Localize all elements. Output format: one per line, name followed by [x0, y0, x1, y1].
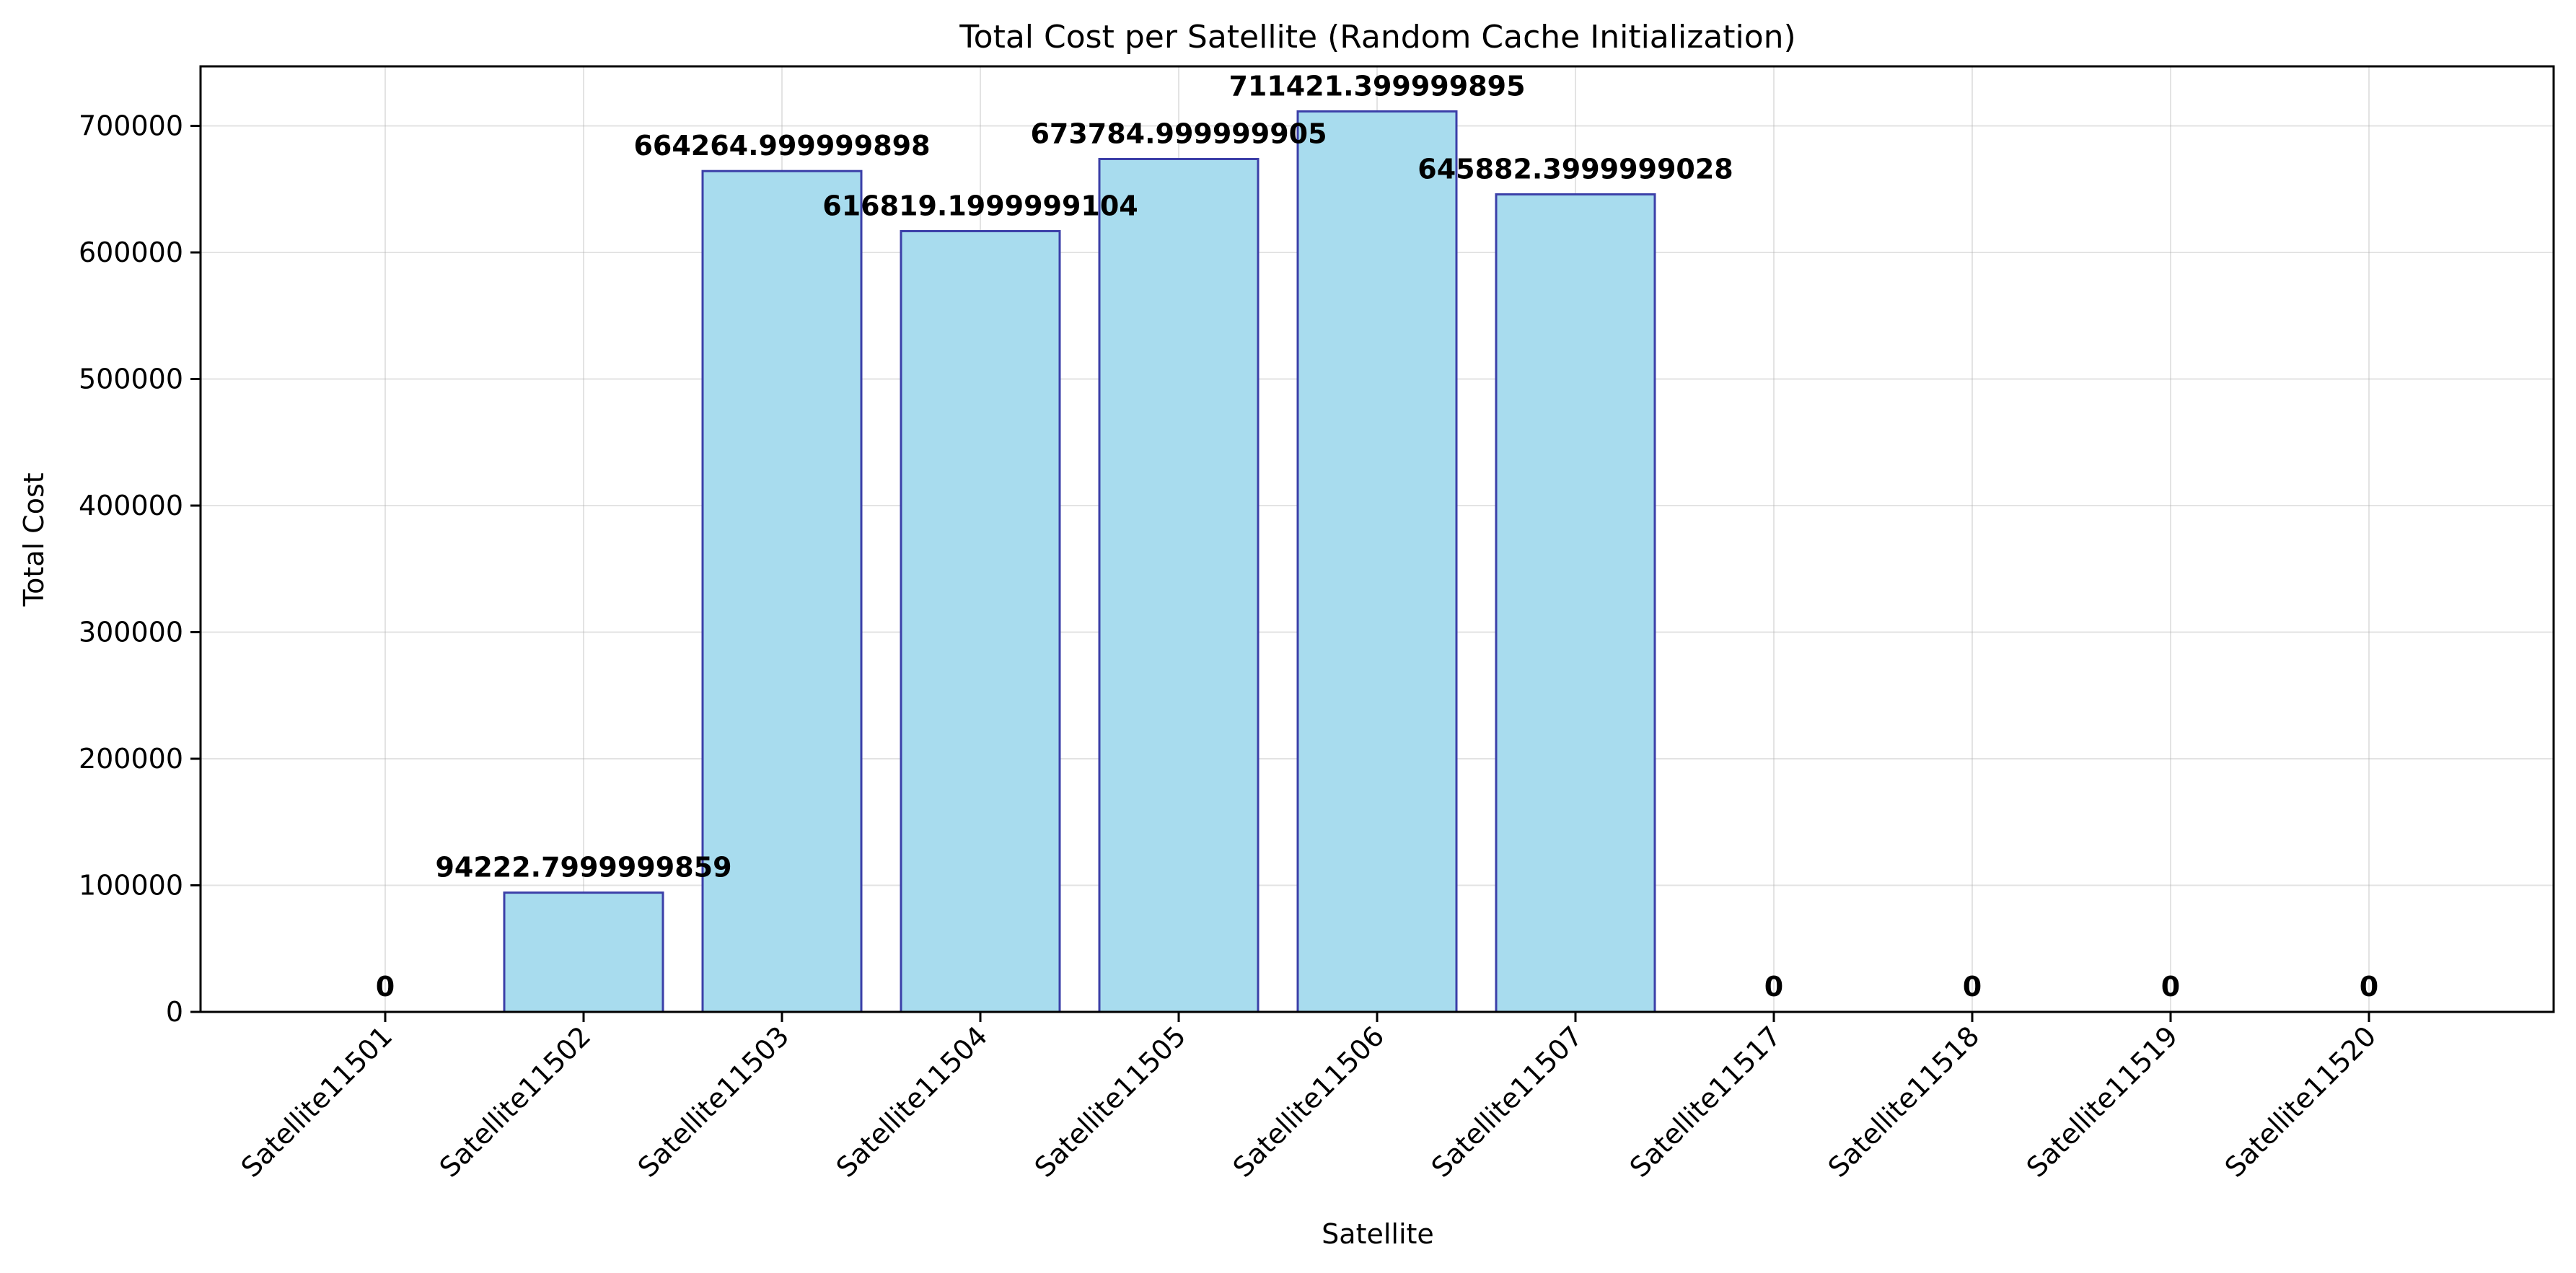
data-label: 711421.399999895 [1228, 70, 1525, 102]
data-label: 0 [2360, 971, 2378, 1003]
y-tick-label: 700000 [79, 110, 183, 141]
tick-marks [190, 125, 2369, 1022]
data-label: 664264.999999898 [633, 130, 930, 162]
y-tick-label: 100000 [79, 869, 183, 901]
data-label: 0 [1764, 971, 1783, 1003]
y-axis-label: Total Cost [18, 472, 50, 607]
x-tick-label: Satellite11517 [1624, 1020, 1788, 1184]
x-tick-label: Satellite11518 [1822, 1020, 1986, 1184]
y-tick-label: 600000 [79, 237, 183, 268]
data-label: 645882.3999999028 [1417, 153, 1733, 185]
x-tick-label: Satellite11507 [1425, 1020, 1589, 1184]
x-tick-label: Satellite11519 [2021, 1020, 2184, 1184]
y-tick-label: 400000 [79, 490, 183, 521]
x-tick-label: Satellite11503 [632, 1020, 796, 1184]
y-tick-label: 500000 [79, 363, 183, 395]
bar-satellite11506 [1298, 111, 1456, 1012]
x-tick-label: Satellite11520 [2219, 1020, 2383, 1184]
x-tick-label: Satellite11505 [1029, 1020, 1192, 1184]
data-label: 0 [376, 971, 395, 1003]
data-label: 616819.1999999104 [822, 190, 1138, 221]
y-tick-label: 300000 [79, 616, 183, 648]
data-label: 673784.999999905 [1030, 118, 1327, 149]
x-tick-label: Satellite11504 [830, 1020, 994, 1184]
data-label: 0 [2161, 971, 2180, 1003]
x-axis-label: Satellite [1322, 1218, 1434, 1250]
chart-title: Total Cost per Satellite (Random Cache I… [959, 19, 1795, 56]
bar-satellite11503 [703, 171, 861, 1012]
bar-satellite11504 [901, 231, 1060, 1012]
y-tick-label: 0 [166, 996, 183, 1028]
x-tick-label: Satellite11502 [434, 1020, 597, 1184]
data-label: 94222.7999999859 [435, 852, 731, 884]
bar-satellite11505 [1099, 159, 1258, 1012]
y-tick-label: 200000 [79, 743, 183, 775]
bar-satellite11502 [504, 893, 663, 1012]
x-tick-label: Satellite11506 [1227, 1020, 1391, 1184]
bar-satellite11507 [1496, 194, 1655, 1012]
x-tick-label: Satellite11501 [235, 1020, 399, 1184]
data-label: 0 [1963, 971, 1982, 1003]
